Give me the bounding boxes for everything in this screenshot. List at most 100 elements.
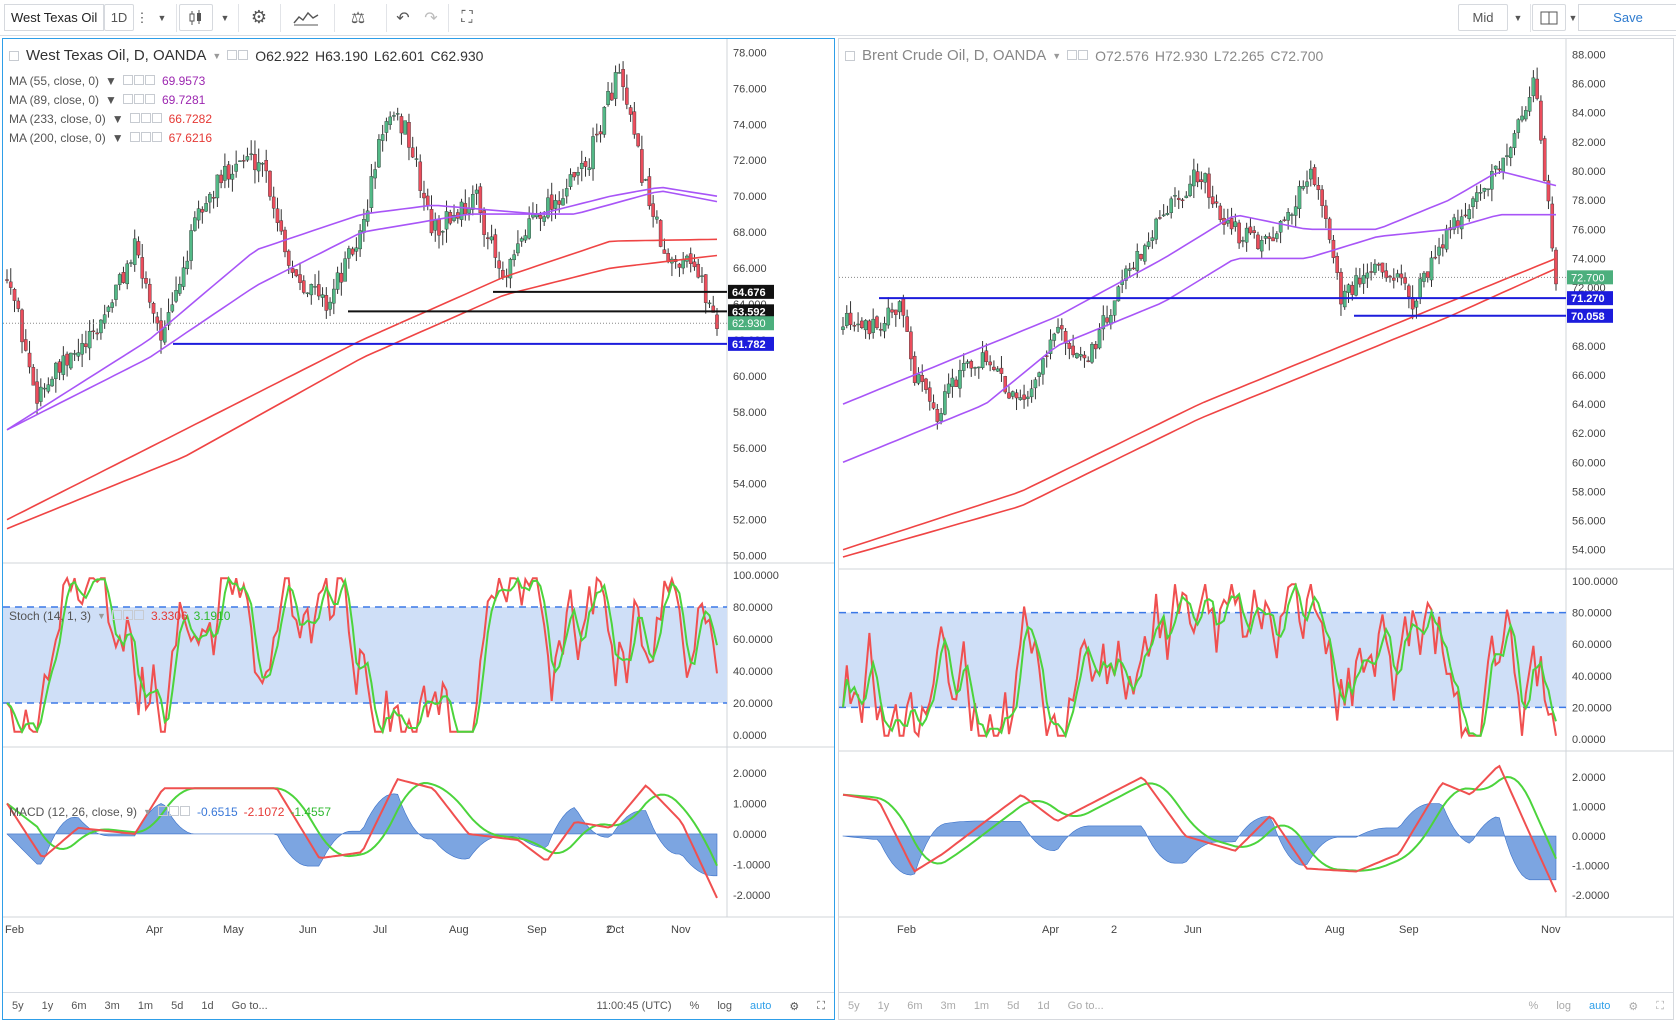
eye-icon[interactable] (227, 49, 238, 60)
range-button[interactable]: 3m (104, 1000, 120, 1012)
eye-icon[interactable] (157, 806, 168, 816)
ma-legend-row[interactable]: MA (233, close, 0) ▼ 66.7282 (9, 109, 212, 128)
settings-icon[interactable] (133, 93, 144, 104)
macd-histogram (6, 793, 718, 877)
fullscreen-icon[interactable]: ⛶ (817, 999, 825, 1012)
range-button[interactable]: 3m (940, 1000, 956, 1012)
wti-title[interactable]: West Texas Oil, D, OANDA (26, 47, 207, 64)
macd-axis-label: -2.0000 (1572, 890, 1609, 902)
range-button[interactable]: 1m (137, 1000, 154, 1012)
candle-body (324, 295, 329, 311)
price-axis-label: 72.000 (733, 155, 767, 167)
chevron-down-icon[interactable]: ▼ (1052, 50, 1062, 61)
candle-body (1180, 199, 1185, 202)
eye-icon[interactable] (111, 610, 122, 620)
range-button[interactable]: 1d (201, 1000, 214, 1012)
settings-icon[interactable] (140, 112, 151, 123)
brent-title[interactable]: Brent Crude Oil, D, OANDA (862, 47, 1047, 64)
interval-dropdown-icon[interactable]: ▼ (157, 12, 167, 23)
range-button[interactable]: % (689, 1000, 700, 1012)
settings-icon[interactable] (168, 806, 179, 816)
chevron-down-icon[interactable]: ▼ (212, 50, 222, 61)
fullscreen-icon[interactable]: ⛶ (1656, 999, 1664, 1012)
price-axis-label: 56.000 (733, 443, 767, 455)
range-button[interactable]: % (1528, 1000, 1539, 1012)
chevron-down-icon[interactable]: ▼ (143, 807, 152, 817)
chevron-down-icon[interactable]: ▼ (111, 130, 124, 145)
chevron-down-icon[interactable]: ▼ (105, 92, 117, 107)
range-button[interactable]: 11:00:45 (UTC) (596, 1000, 672, 1012)
settings-icon[interactable] (238, 49, 249, 60)
close-icon[interactable] (151, 112, 162, 123)
candles-icon[interactable] (179, 4, 213, 31)
settings-icon[interactable] (1078, 49, 1089, 60)
close-icon[interactable] (133, 610, 144, 620)
chart-type-dropdown-icon[interactable]: ▼ (220, 12, 230, 23)
close-icon[interactable] (179, 806, 190, 816)
symbol-search-input[interactable]: West Texas Oil (4, 4, 104, 31)
range-button[interactable]: 5d (171, 1000, 184, 1012)
chevron-down-icon[interactable]: ▼ (97, 611, 106, 621)
compare-scale-icon[interactable]: ⚖ (350, 9, 366, 27)
range-button[interactable]: auto (1589, 1000, 1611, 1012)
eye-icon[interactable] (129, 131, 140, 142)
candle-body (1478, 192, 1483, 194)
save-button[interactable]: Save (1578, 4, 1676, 31)
range-button[interactable]: 6m (907, 1000, 923, 1012)
candle-body (1135, 251, 1140, 271)
settings-icon[interactable] (133, 74, 144, 85)
range-button[interactable]: 1y (41, 1000, 54, 1012)
settings-icon[interactable] (122, 610, 133, 620)
eye-icon[interactable] (122, 93, 133, 104)
layout-icon[interactable] (1532, 4, 1566, 31)
eye-icon[interactable] (122, 74, 133, 85)
range-button[interactable]: log (1556, 1000, 1571, 1012)
range-button[interactable]: 1m (973, 1000, 990, 1012)
settings-icon[interactable] (140, 131, 151, 142)
range-button[interactable]: Go to... (231, 1000, 268, 1012)
close-icon[interactable] (144, 93, 155, 104)
stoch-axis-label: 80.0000 (733, 602, 773, 614)
interval-button[interactable]: 1D (104, 4, 134, 31)
chart-panel-brent[interactable]: 88.000 86.000 84.000 82.000 80.000 78.000 76.0… (838, 38, 1674, 1020)
range-button[interactable]: 1d (1037, 1000, 1050, 1012)
undo-icon[interactable]: ↶ (396, 9, 410, 27)
chart-panel-wti[interactable]: 78.000 76.000 74.000 72.000 70.000 68.000 66.0… (2, 38, 835, 1020)
fullscreen-icon[interactable]: ⛶ (461, 8, 473, 26)
eye-icon[interactable] (1067, 49, 1078, 60)
range-button[interactable]: 5y (12, 1000, 24, 1012)
range-button[interactable]: log (717, 1000, 732, 1012)
ma-legend-row[interactable]: MA (200, close, 0) ▼ 67.6216 (9, 128, 212, 147)
gear-icon[interactable]: ⚙ (250, 7, 268, 27)
chevron-down-icon[interactable]: ▼ (111, 111, 124, 126)
redo-icon[interactable]: ↷ (424, 9, 438, 27)
range-button[interactable]: 1y (877, 1000, 890, 1012)
brent-chart-canvas[interactable]: 88.000 86.000 84.000 82.000 80.000 78.000 76.0… (839, 39, 1673, 993)
candle-body (1508, 147, 1513, 158)
collapse-icon[interactable] (845, 50, 855, 61)
close-icon[interactable] (151, 131, 162, 142)
price-type-dropdown-icon[interactable]: ▼ (1513, 12, 1523, 23)
close-icon[interactable] (144, 74, 155, 85)
eye-icon[interactable] (129, 112, 140, 123)
gear-icon[interactable]: ⚙ (789, 1000, 800, 1013)
wti-chart-canvas[interactable]: 78.000 76.000 74.000 72.000 70.000 68.000 66.0… (3, 39, 834, 993)
price-type-button[interactable]: Mid (1458, 4, 1508, 31)
indicators-icon[interactable] (284, 4, 328, 31)
ma-legend-row[interactable]: MA (89, close, 0) ▼ 69.7281 (9, 90, 212, 109)
range-button[interactable]: 5y (848, 1000, 860, 1012)
layout-dropdown-icon[interactable]: ▼ (1568, 12, 1578, 23)
range-button[interactable]: 6m (71, 1000, 87, 1012)
brent-high: H72.930 (1154, 47, 1208, 64)
range-button[interactable]: 5d (1007, 1000, 1020, 1012)
chevron-down-icon[interactable]: ▼ (105, 73, 117, 88)
range-button[interactable]: Go to... (1067, 1000, 1104, 1012)
candle-body (57, 361, 62, 373)
stoch-label[interactable]: Stoch (14, 1, 3) (9, 609, 92, 623)
macd-label[interactable]: MACD (12, 26, close, 9) (9, 805, 138, 819)
kebab-icon[interactable]: ⋮ (135, 9, 149, 25)
ma-legend-row[interactable]: MA (55, close, 0) ▼ 69.9573 (9, 71, 212, 90)
collapse-icon[interactable] (9, 50, 19, 61)
gear-icon[interactable]: ⚙ (1628, 1000, 1639, 1013)
range-button[interactable]: auto (750, 1000, 772, 1012)
